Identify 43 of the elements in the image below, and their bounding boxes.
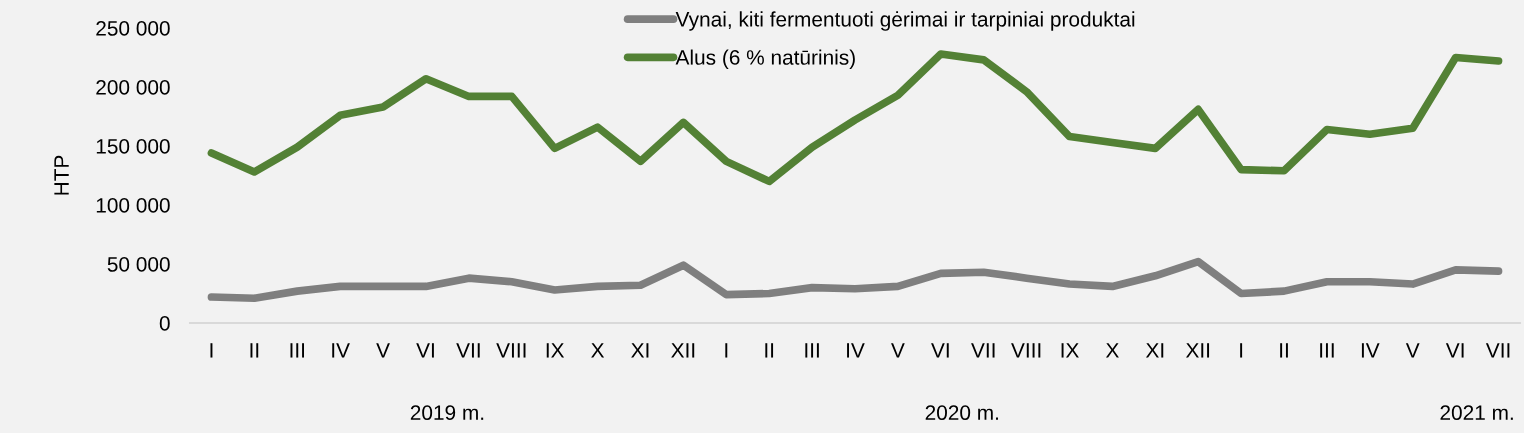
x-tick-label: V xyxy=(376,343,390,358)
y-tick-label: 50 000 xyxy=(107,257,170,272)
x-tick-label: V xyxy=(1405,343,1420,358)
y-tick-label: 250 000 xyxy=(96,21,170,36)
x-tick-label: XI xyxy=(631,343,649,358)
x-tick-label: XII xyxy=(1185,343,1210,358)
y-tick-label: 100 000 xyxy=(96,198,170,213)
x-tick-label: IV xyxy=(847,343,865,358)
x-tick-label: IV xyxy=(332,343,350,358)
x-tick-label: VII xyxy=(456,343,480,358)
text: 2021 m. xyxy=(1440,405,1513,421)
x-tick-label: I xyxy=(725,343,728,358)
y-axis-title: HTP xyxy=(54,155,69,195)
x-tick-label: VI xyxy=(416,343,434,358)
x-tick-label: III xyxy=(1320,343,1334,358)
x-tick-label: VII xyxy=(1485,343,1510,358)
x-tick-label: VI xyxy=(931,343,949,358)
x-tick-label: IV xyxy=(1361,343,1380,358)
x-tick-label: X xyxy=(591,343,605,358)
x-tick-label: II xyxy=(1280,343,1288,358)
legend-label: Alus (6 % natūrinis) xyxy=(675,49,855,69)
x-tick-label: II xyxy=(250,343,259,358)
x-tick-label: VIII xyxy=(496,343,526,358)
x-tick-label: I xyxy=(210,343,213,358)
x-tick-label: X xyxy=(1105,343,1119,358)
x-tick-label: VII xyxy=(971,343,995,358)
x-tick-label: I xyxy=(1240,343,1243,358)
x-tick-label: VIII xyxy=(1011,343,1041,358)
y-tick-label: 0 xyxy=(159,316,170,331)
x-tick-label: XII xyxy=(671,343,695,358)
x-tick-label: V xyxy=(891,343,905,358)
x-tick-label: II xyxy=(765,343,774,358)
x-tick-label: IX xyxy=(546,343,565,358)
x-tick-label: IX xyxy=(1061,343,1079,358)
y-tick-label: 150 000 xyxy=(96,139,170,154)
x-tick-label: XI xyxy=(1145,343,1164,358)
x-tick-label: III xyxy=(805,343,819,358)
x-tick-label: III xyxy=(290,343,305,358)
x-tick-label: VI xyxy=(1445,343,1464,358)
text: 2020 m. xyxy=(925,405,998,421)
text: 2019 m. xyxy=(410,405,484,421)
y-tick-label: 200 000 xyxy=(96,80,170,95)
legend-label: Vynai, kiti fermentuoti gėrimai ir tarpiniai produktai xyxy=(675,11,1135,31)
